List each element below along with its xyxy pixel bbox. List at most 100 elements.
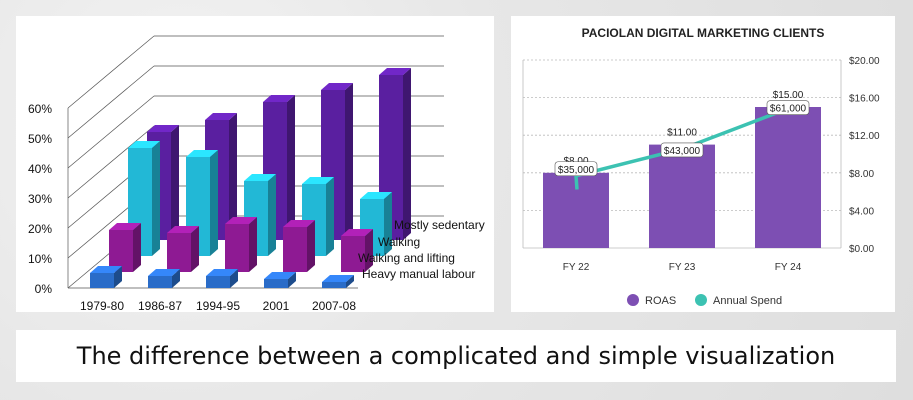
- roas-bar: [755, 107, 821, 248]
- x-tick-label: 2001: [263, 299, 290, 312]
- bar-front: [264, 279, 288, 288]
- bar-side: [210, 150, 218, 256]
- caption-box: The difference between a complicated and…: [16, 330, 896, 382]
- spend-legend-label: Annual Spend: [713, 295, 782, 307]
- spend-label-box: [554, 161, 598, 177]
- y-tick-label: 50%: [28, 132, 52, 146]
- y-tick-label: $16.00: [849, 94, 880, 105]
- bar-top: [90, 266, 122, 273]
- series-label: Mostly sedentary: [394, 218, 485, 232]
- series-label: Heavy manual labour: [362, 267, 475, 281]
- bar-walking-and-lifting: [109, 223, 141, 272]
- bar-top: [148, 269, 180, 276]
- y-tick-label: 20%: [28, 222, 52, 236]
- bar-side: [171, 125, 179, 240]
- bar-side: [384, 192, 392, 256]
- bar-side: [229, 113, 237, 240]
- bar-walking-and-lifting: [167, 226, 199, 272]
- y-tick-label: 10%: [28, 252, 52, 266]
- bar-top: [302, 177, 334, 184]
- grid-diagonal: [67, 95, 155, 169]
- x-tick-label: 1986-87: [138, 299, 182, 312]
- bar-front: [206, 276, 230, 288]
- bar-front: [322, 282, 346, 288]
- bar-heavy-manual-labour: [206, 269, 238, 288]
- annual-spend-line: [574, 107, 789, 190]
- complicated-3d-chart-panel: 0% 10% 20% 30% 40% 50% 60% 1979-80 1986-87 1994-9…: [16, 16, 494, 313]
- bar-front: [341, 236, 365, 272]
- caption-text: The difference between a complicated and…: [76, 342, 836, 370]
- bar-side: [230, 269, 238, 288]
- bar-top: [322, 275, 354, 282]
- bar-top: [283, 220, 315, 227]
- bar-side: [191, 226, 199, 272]
- bar-top: [128, 141, 160, 148]
- y-tick-label: $8.00: [849, 169, 874, 180]
- bar-side: [152, 141, 160, 256]
- bar-top: [109, 223, 141, 230]
- series-label: Walking and lifting: [358, 251, 455, 265]
- y-tick-label: 40%: [28, 162, 52, 176]
- bar-top: [341, 229, 373, 236]
- bar-side: [287, 95, 295, 240]
- x-tick-label: 1994-95: [196, 299, 240, 312]
- x-tick-label: FY 23: [669, 262, 696, 273]
- y-tick-label: $20.00: [849, 56, 880, 67]
- bar-front: [109, 230, 133, 272]
- bar-side: [249, 217, 257, 272]
- simple-chart-panel: PACIOLAN DIGITAL MARKETING CLIENTS $0.00 $…: [511, 16, 895, 312]
- spend-value-label: $43,000: [664, 146, 701, 157]
- spend-value-label: $61,000: [770, 104, 807, 115]
- y-tick-label: 0%: [35, 282, 53, 296]
- bar-side: [346, 275, 354, 288]
- bar-side: [326, 177, 334, 256]
- bar-side: [307, 220, 315, 272]
- bar-side: [114, 266, 122, 288]
- spend-label-box: [766, 100, 810, 115]
- bar-front: [283, 227, 307, 272]
- bar-walking: [186, 150, 218, 256]
- bar-top: [379, 68, 411, 75]
- grid-diagonal: [67, 65, 155, 139]
- bar-front: [148, 276, 172, 288]
- x-tick-label: 1979-80: [80, 299, 124, 312]
- bar-top: [360, 192, 392, 199]
- bar-side: [133, 223, 141, 272]
- chart1-bars: [90, 68, 411, 288]
- roas-bar: [649, 144, 715, 248]
- chart2-legend: ROAS Annual Spend: [627, 294, 782, 307]
- roas-value-label: $8.00: [563, 156, 588, 167]
- chart-title: PACIOLAN DIGITAL MARKETING CLIENTS: [582, 26, 825, 40]
- bar-top: [321, 83, 353, 90]
- bar-top: [263, 95, 295, 102]
- spend-legend-swatch: [695, 294, 707, 306]
- series-label: Walking: [378, 235, 420, 249]
- bar-top: [244, 174, 276, 181]
- bar-front: [225, 224, 249, 272]
- bar-heavy-manual-labour: [264, 272, 296, 288]
- bar-side: [172, 269, 180, 288]
- 3d-bar-chart: 0% 10% 20% 30% 40% 50% 60% 1979-80 1986-87 1994-9…: [28, 35, 485, 313]
- bar-heavy-manual-labour: [90, 266, 122, 288]
- bar-walking-and-lifting: [341, 229, 373, 272]
- y-tick-label: 30%: [28, 192, 52, 206]
- bar-top: [186, 150, 218, 157]
- bar-top: [225, 217, 257, 224]
- y-tick-label: 60%: [28, 102, 52, 116]
- roas-value-label: $11.00: [667, 128, 697, 139]
- bar-top: [206, 269, 238, 276]
- bar-front: [90, 273, 114, 288]
- bar-top: [205, 113, 237, 120]
- bar-side: [345, 83, 353, 240]
- y-tick-label: $0.00: [849, 244, 874, 255]
- bar-side: [403, 68, 411, 240]
- x-tick-label: 2007-08: [312, 299, 356, 312]
- bar-walking-and-lifting: [225, 217, 257, 272]
- grid-diagonal: [67, 125, 155, 199]
- bar-side: [288, 272, 296, 288]
- roas-legend-swatch: [627, 294, 639, 306]
- roas-legend-label: ROAS: [645, 295, 676, 307]
- x-tick-label: FY 24: [775, 262, 802, 273]
- bar-side: [268, 174, 276, 256]
- x-tick-label: FY 22: [563, 262, 590, 273]
